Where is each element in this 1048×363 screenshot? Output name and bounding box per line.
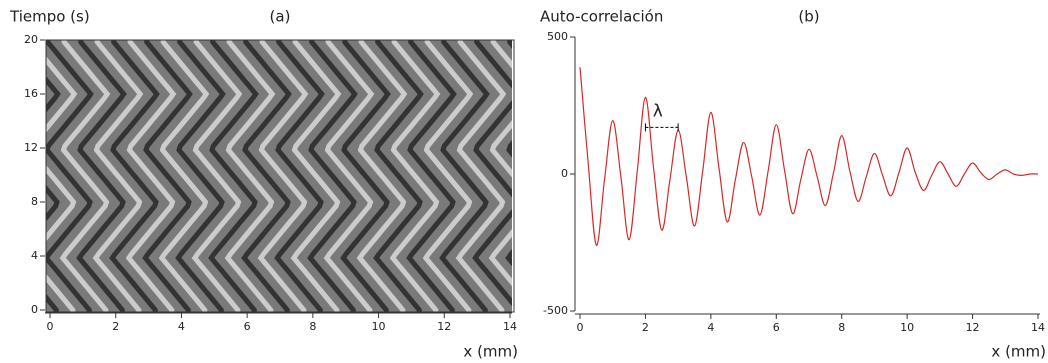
stripe bbox=[356, 40, 408, 312]
stripe bbox=[488, 40, 512, 287]
stripe bbox=[46, 56, 78, 312]
x-tick-label: 2 bbox=[642, 321, 649, 334]
stripe bbox=[175, 40, 226, 312]
x-tick-label: 14 bbox=[1031, 321, 1045, 334]
y-tick-label: 500 bbox=[547, 30, 568, 43]
stripe bbox=[455, 40, 507, 312]
stripe bbox=[607, 30, 651, 318]
stripe bbox=[125, 40, 177, 312]
stripe bbox=[472, 40, 512, 307]
y-tick-label: 12 bbox=[24, 141, 38, 154]
x-tick-label: 8 bbox=[309, 320, 316, 333]
stripe bbox=[274, 40, 325, 312]
stripe bbox=[59, 40, 111, 312]
x-axis-label: x (mm) bbox=[991, 343, 1046, 361]
stripe bbox=[290, 40, 342, 312]
panel-label: (a) bbox=[270, 8, 291, 26]
stripe bbox=[0, 30, 41, 318]
stripe bbox=[323, 40, 375, 312]
stripe bbox=[422, 40, 474, 312]
y-tick-label: 8 bbox=[31, 195, 38, 208]
stripe bbox=[92, 40, 144, 312]
stripe bbox=[224, 40, 276, 312]
x-tick-label: 14 bbox=[503, 320, 517, 333]
x-tick-label: 6 bbox=[773, 321, 780, 334]
x-tick-label: 10 bbox=[900, 321, 914, 334]
x-tick-label: 10 bbox=[372, 320, 386, 333]
y-axis-label: Auto-correlación bbox=[540, 8, 663, 26]
stripe bbox=[0, 30, 25, 318]
x-tick-label: 6 bbox=[244, 320, 251, 333]
stripe bbox=[76, 40, 127, 312]
x-tick-label: 8 bbox=[838, 321, 845, 334]
panel-label: (b) bbox=[798, 8, 819, 26]
stripe bbox=[673, 30, 717, 318]
x-tick-label: 4 bbox=[707, 321, 714, 334]
stripe bbox=[439, 40, 490, 312]
stripe bbox=[657, 30, 701, 318]
stripe bbox=[591, 30, 635, 318]
x-tick-label: 4 bbox=[178, 320, 185, 333]
x-tick-label: 2 bbox=[112, 320, 119, 333]
stripe bbox=[307, 40, 358, 312]
stripe bbox=[373, 40, 424, 312]
y-tick-label: 4 bbox=[31, 249, 38, 262]
y-tick-label: 20 bbox=[24, 33, 38, 46]
stripe bbox=[46, 40, 94, 312]
y-tick-label: -500 bbox=[543, 304, 568, 317]
stripe bbox=[158, 40, 210, 312]
y-tick-label: 0 bbox=[561, 167, 568, 180]
x-tick-label: 12 bbox=[966, 321, 980, 334]
stripe bbox=[109, 40, 160, 312]
y-tick-label: 16 bbox=[24, 87, 38, 100]
x-tick-label: 0 bbox=[47, 320, 54, 333]
space-time-image bbox=[0, 30, 734, 318]
x-axis-label: x (mm) bbox=[463, 343, 518, 361]
x-tick-label: 12 bbox=[437, 320, 451, 333]
stripe bbox=[241, 40, 292, 312]
stripe bbox=[624, 30, 668, 318]
y-axis-label: Tiempo (s) bbox=[9, 8, 90, 26]
stripe bbox=[340, 40, 391, 312]
autocorrelation-line bbox=[579, 67, 1039, 246]
stripe bbox=[0, 30, 8, 318]
stripe bbox=[640, 30, 684, 318]
stripe bbox=[257, 40, 309, 312]
stripe bbox=[142, 40, 193, 312]
y-tick-label: 0 bbox=[31, 303, 38, 316]
x-tick-label: 0 bbox=[577, 321, 584, 334]
stripe bbox=[191, 40, 243, 312]
stripe bbox=[505, 40, 512, 267]
stripe bbox=[406, 40, 457, 312]
stripe bbox=[690, 30, 734, 318]
plot-frame bbox=[45, 39, 515, 313]
annotation: λ bbox=[653, 101, 663, 121]
stripe bbox=[208, 40, 259, 312]
stripe bbox=[389, 40, 441, 312]
